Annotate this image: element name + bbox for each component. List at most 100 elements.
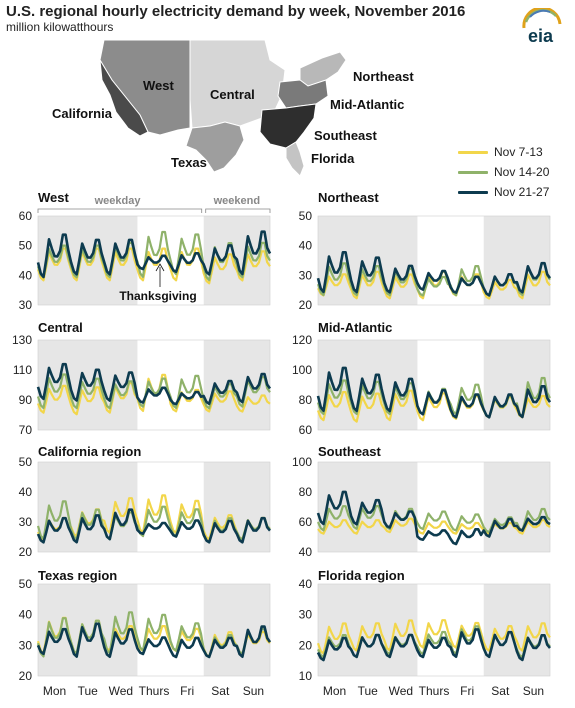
y-tick-label: 60 <box>299 515 313 529</box>
panel-title: Central <box>38 320 83 335</box>
series-line <box>316 628 551 662</box>
x-tick-label: Fri <box>460 684 474 698</box>
series-line <box>36 230 272 279</box>
x-tick-label: Fri <box>180 684 194 698</box>
y-tick-label: 30 <box>299 608 313 622</box>
map-label-northeast: Northeast <box>353 69 414 84</box>
x-tick-label: Thurs <box>139 684 170 698</box>
panel-frame <box>37 461 271 553</box>
x-tick-label: Mon <box>323 684 346 698</box>
y-tick-label: 110 <box>13 363 32 377</box>
series-line <box>36 247 271 285</box>
y-tick-label: 100 <box>292 363 312 377</box>
panel-title: Northeast <box>318 190 379 205</box>
panel-shade <box>318 584 418 676</box>
panel-frame <box>317 461 551 553</box>
chart-legend: Nov 7-13 Nov 14-20 Nov 21-27 <box>458 142 549 202</box>
panel-title: West <box>38 190 69 205</box>
panel-shade <box>203 462 270 552</box>
series-line <box>36 508 271 544</box>
legend-swatch <box>458 150 488 154</box>
map-region-florida <box>285 141 305 177</box>
legend-label: Nov 21-27 <box>494 185 550 199</box>
panel-shade <box>318 340 418 430</box>
units-label: million kilowatthours <box>6 20 114 34</box>
x-tick-label: Sun <box>523 684 544 698</box>
series-line <box>316 251 552 297</box>
y-tick-label: 20 <box>299 638 313 652</box>
y-tick-label: 20 <box>19 669 33 683</box>
series-line <box>36 622 272 659</box>
chart-title: U.S. regional hourly electricity demand … <box>6 3 466 20</box>
panel-shade <box>483 462 550 552</box>
x-tick-label: Tue <box>358 684 379 698</box>
y-tick-label: 40 <box>19 485 33 499</box>
y-tick-label: 40 <box>299 545 313 559</box>
panel-frame <box>317 215 551 306</box>
y-tick-label: 30 <box>299 268 313 282</box>
series-line <box>316 490 551 546</box>
panel-title: California region <box>38 444 141 459</box>
panel-title: Florida region <box>318 568 405 583</box>
map-label-texas: Texas <box>171 155 207 170</box>
eia-logo: eia <box>522 8 562 46</box>
map-region-midatlantic <box>277 79 329 109</box>
thanksgiving-label: Thanksgiving <box>119 289 196 303</box>
panel-frame <box>37 339 271 431</box>
map-label-west: West <box>143 78 174 93</box>
y-tick-label: 50 <box>19 239 33 253</box>
map-region-california <box>99 59 149 137</box>
y-tick-label: 50 <box>19 577 33 591</box>
weekend-label: weekend <box>213 195 260 207</box>
y-tick-label: 90 <box>19 393 33 407</box>
legend-label: Nov 7-13 <box>494 145 543 159</box>
panel-frame <box>317 339 551 431</box>
weekday-label: weekday <box>94 195 142 207</box>
y-tick-label: 50 <box>299 209 313 223</box>
svg-text:eia: eia <box>528 26 554 46</box>
y-tick-label: 10 <box>299 669 313 683</box>
y-tick-label: 80 <box>299 393 313 407</box>
legend-swatch <box>458 190 488 194</box>
map-label-central: Central <box>210 87 255 102</box>
series-line <box>36 230 271 282</box>
map-label-midatlantic: Mid-Atlantic <box>330 97 404 112</box>
x-tick-label: Sun <box>243 684 264 698</box>
y-tick-label: 70 <box>19 423 33 437</box>
weekend-bracket <box>205 208 271 213</box>
panel-shade <box>483 340 550 430</box>
map-label-southeast: Southeast <box>314 128 378 143</box>
y-tick-label: 120 <box>292 333 312 347</box>
map-label-california: California <box>52 106 113 121</box>
us-region-map: West Central California Texas Northeast … <box>52 39 414 177</box>
series-line <box>316 619 551 655</box>
y-tick-label: 80 <box>299 485 313 499</box>
map-label-florida: Florida <box>311 151 355 166</box>
y-tick-label: 40 <box>19 268 33 282</box>
series-line <box>316 505 551 534</box>
panel-title: Texas region <box>38 568 117 583</box>
panel-frame <box>317 583 551 677</box>
thanksgiving-arrowhead <box>155 263 165 272</box>
panel-title: Southeast <box>318 444 382 459</box>
legend-item: Nov 7-13 <box>458 142 549 162</box>
series-line <box>317 517 551 535</box>
series-line <box>316 366 552 419</box>
x-tick-label: Wed <box>109 684 133 698</box>
y-tick-label: 130 <box>12 333 32 347</box>
x-tick-label: Mon <box>43 684 66 698</box>
x-tick-label: Thurs <box>419 684 450 698</box>
y-tick-label: 50 <box>19 455 33 469</box>
x-tick-label: Wed <box>389 684 413 698</box>
x-tick-label: Sat <box>491 684 510 698</box>
map-region-texas <box>185 121 245 173</box>
y-tick-label: 30 <box>19 515 33 529</box>
panel-shade <box>318 216 418 305</box>
panel-shade <box>38 462 138 552</box>
map-region-southeast <box>259 103 317 149</box>
y-tick-label: 30 <box>19 298 33 312</box>
y-tick-label: 40 <box>19 608 33 622</box>
legend-label: Nov 14-20 <box>494 165 550 179</box>
x-tick-label: Sat <box>211 684 230 698</box>
